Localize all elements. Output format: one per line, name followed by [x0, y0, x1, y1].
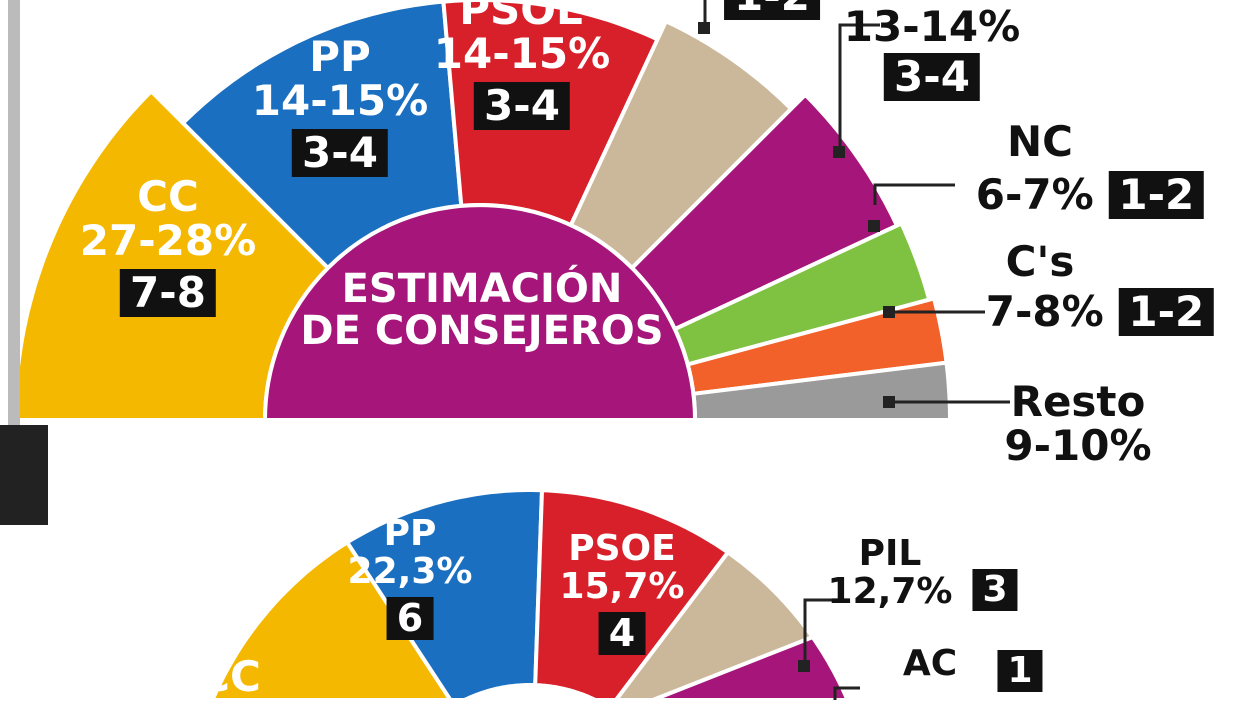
label-pp: PP 14-15% 3-4 — [251, 32, 429, 178]
label-ac-seats: 1 — [997, 650, 1043, 692]
label-cs: C's — [1005, 237, 1075, 286]
label-beige: 1-2 — [724, 0, 820, 21]
label-nc-values: 6-7% 1-2 — [976, 165, 1205, 220]
left-rule — [8, 0, 20, 425]
left-box — [0, 425, 48, 525]
label-purple: 13-14% 3-4 — [843, 2, 1021, 102]
label-cc-2: CC — [199, 652, 261, 701]
leader-lines — [703, 0, 1010, 700]
bottom-chart-wedges — [185, 488, 855, 702]
label-psoe-2: PSOE 15,7% 4 — [559, 528, 685, 656]
leader-dots — [698, 22, 895, 672]
label-resto: Resto 9-10% — [1004, 377, 1152, 471]
center-hub — [262, 203, 698, 422]
label-ac: AC — [902, 643, 958, 684]
center-label: ESTIMACIÓN DE CONSEJEROS — [300, 266, 664, 354]
label-nc: NC — [1007, 117, 1073, 166]
label-pil-seats: 3 — [972, 563, 1018, 611]
label-psoe: PSOE 14-15% 3-4 — [433, 0, 611, 131]
label-cs-values: 7-8% 1-2 — [986, 282, 1215, 337]
label-pp-2: PP 22,3% 6 — [347, 513, 473, 641]
label-cc: CC 27-28% 7-8 — [79, 172, 257, 318]
label-pil: PIL 12,7% — [827, 533, 953, 612]
